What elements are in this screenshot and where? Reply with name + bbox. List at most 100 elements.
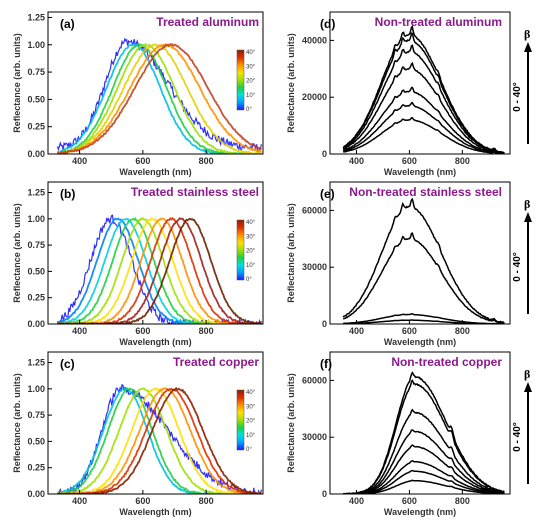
series-line-f-4 (343, 429, 505, 494)
colorbar-label-b-1: 30° (246, 234, 256, 240)
panel-frame-d (329, 11, 511, 155)
colorbar-label-c-4: 0° (246, 447, 252, 453)
panel-letter-c: (c) (60, 357, 75, 371)
y-tick-label-c-4: 1.00 (27, 384, 45, 394)
colorbar-b (236, 219, 245, 281)
panel-title-c: Treated copper (173, 355, 259, 369)
y-tick-label-c-3: 0.75 (27, 410, 45, 420)
x-tick-label-d-800: 800 (455, 156, 470, 166)
y-tick-label-c-0: 0.00 (27, 489, 45, 499)
panel-title-a: Treated aluminum (156, 15, 259, 29)
series-line-f-3 (343, 444, 505, 494)
y-tick-label-a-0: 0.00 (27, 149, 45, 159)
colorbar-label-a-4: 0° (246, 107, 252, 113)
series-line-f-6 (343, 379, 505, 494)
x-axis-label-a: Wavelength (nm) (119, 167, 191, 177)
x-tick-label-f-400: 400 (349, 496, 364, 506)
panel-frame-b (47, 181, 264, 325)
y-axis-label-d: Reflectance (arb. units) (286, 33, 296, 133)
y-tick-label-b-5: 1.25 (27, 188, 45, 198)
y-tick-label-a-5: 1.25 (27, 12, 45, 22)
series-line-f-5 (343, 408, 505, 494)
colorbar-label-b-2: 20° (246, 249, 256, 255)
x-tick-label-e-800: 800 (455, 326, 470, 336)
x-tick-label-f-800: 800 (455, 496, 470, 506)
colorbar-label-c-2: 20° (246, 419, 256, 425)
colorbar-label-b-0: 40° (246, 220, 256, 226)
panel-letter-e: (e) (320, 187, 335, 201)
angle-arrow-head-d (524, 42, 532, 52)
angle-arrow-head-e (524, 212, 532, 222)
colorbar-label-b-3: 10° (246, 263, 256, 269)
y-tick-label-c-1: 0.25 (27, 463, 45, 473)
x-axis-label-f: Wavelength (nm) (384, 507, 456, 517)
colorbar-label-b-4: 0° (246, 277, 252, 283)
y-tick-label-e-0: 0 (322, 319, 327, 329)
panel-d: 400 600 800 0 20000 40000 Wavelength (nm) Refle… (286, 11, 532, 177)
panel-b: 400 600 800 0.00 0.25 0.50 0.75 1.00 1.25 Wavelen… (12, 181, 264, 347)
y-tick-label-a-2: 0.50 (27, 94, 45, 104)
colorbar-c (236, 389, 245, 451)
plot-area-a (56, 37, 262, 154)
beta-label-e: β (524, 197, 530, 211)
y-tick-label-b-1: 0.25 (27, 293, 45, 303)
y-tick-label-a-1: 0.25 (27, 122, 45, 132)
beta-label-d: β (524, 27, 530, 41)
series-line-d-6 (342, 25, 505, 154)
series-line-d-0 (343, 116, 505, 154)
y-axis-label-a: Reflectance (arb. units) (12, 33, 22, 133)
colorbar-a (236, 49, 245, 111)
angle-range-label-f: 0 - 40° (512, 422, 523, 452)
y-axis-label-b: Reflectance (arb. units) (12, 203, 22, 303)
y-tick-label-b-0: 0.00 (27, 319, 45, 329)
series-line-f-7 (343, 371, 505, 494)
y-tick-label-f-2: 60000 (302, 375, 327, 385)
x-tick-label-b-800: 800 (199, 326, 214, 336)
y-tick-label-a-3: 0.75 (27, 67, 45, 77)
y-tick-label-c-5: 1.25 (27, 358, 45, 368)
series-line-d-3 (342, 61, 505, 154)
colorbar-label-c-0: 40° (246, 390, 256, 396)
x-tick-label-d-600: 600 (402, 156, 417, 166)
y-axis-label-e: Reflectance (arb. units) (286, 203, 296, 303)
panel-e: 400 600 800 0 30000 60000 Wavelength (nm) Refle… (286, 181, 532, 347)
plot-area-e (342, 197, 505, 324)
plot-area-d (342, 25, 505, 154)
series-line-b-7 (57, 216, 262, 324)
x-tick-label-b-600: 600 (135, 326, 150, 336)
x-axis-label-b: Wavelength (nm) (119, 337, 191, 347)
plot-area-b (56, 214, 262, 324)
colorbar-label-c-3: 10° (246, 433, 256, 439)
series-line-d-1 (343, 101, 505, 154)
series-line-a-6 (57, 42, 262, 154)
plot-area-c (56, 383, 262, 494)
panel-title-b: Treated stainless steel (131, 185, 259, 199)
colorbar-label-a-2: 20° (246, 79, 256, 85)
x-axis-label-c: Wavelength (nm) (119, 507, 191, 517)
panel-c: 400 600 800 0.00 0.25 0.50 0.75 1.00 1.25 Wavelen… (12, 351, 264, 517)
angle-range-label-d: 0 - 40° (512, 82, 523, 112)
series-line-c-2 (57, 387, 262, 494)
colorbar-label-a-3: 10° (246, 93, 256, 99)
x-axis-label-d: Wavelength (nm) (384, 167, 456, 177)
series-line-a-5 (56, 42, 262, 154)
angle-arrow-head-f (524, 382, 532, 392)
panel-frame-c (47, 351, 264, 495)
panel-letter-b: (b) (60, 187, 75, 201)
y-tick-label-a-4: 1.00 (27, 40, 45, 50)
panel-f: 400 600 800 0 30000 60000 Wavelength (nm) Refle… (286, 351, 532, 517)
panel-letter-f: (f) (320, 357, 332, 371)
x-tick-label-a-800: 800 (199, 156, 214, 166)
panel-a: 400 600 800 0.00 0.25 0.50 0.75 1.00 1.25 Wavelen… (12, 11, 264, 177)
series-line-e-2 (343, 232, 505, 324)
panel-title-f: Non-treated copper (391, 355, 502, 369)
y-tick-label-e-2: 60000 (302, 205, 327, 215)
series-line-e-1 (343, 313, 505, 324)
y-tick-label-c-2: 0.50 (27, 436, 45, 446)
panel-title-e: Non-treated stainless steel (349, 185, 502, 199)
y-axis-label-c: Reflectance (arb. units) (12, 373, 22, 473)
x-tick-label-c-600: 600 (135, 496, 150, 506)
angle-range-label-e: 0 - 40° (512, 252, 523, 282)
x-axis-label-e: Wavelength (nm) (384, 337, 456, 347)
